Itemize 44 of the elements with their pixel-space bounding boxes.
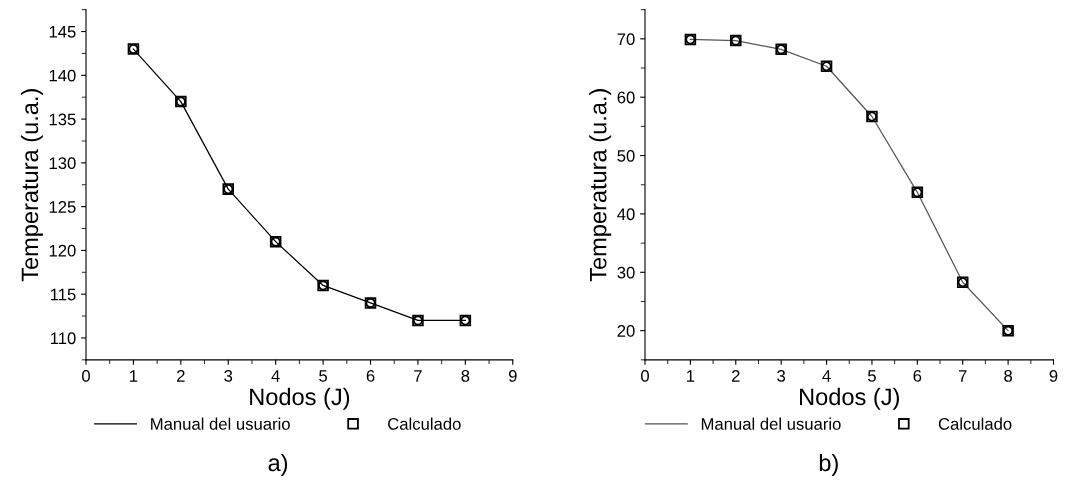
x-tick-label: 5 xyxy=(319,370,328,382)
x-tick-label: 7 xyxy=(414,370,422,382)
y-tick-label: 140 xyxy=(49,69,76,82)
x-tick-label: 4 xyxy=(822,370,831,382)
y-axis-title: Temperatura (u.a.) xyxy=(20,89,43,282)
y-tick-label: 130 xyxy=(49,157,76,170)
x-tick-label: 1 xyxy=(687,370,695,382)
y-tick-label: 125 xyxy=(49,201,76,213)
legend-label: Manual del usuario xyxy=(701,417,841,430)
x-tick-label: 3 xyxy=(777,370,786,382)
y-tick-label: 120 xyxy=(49,244,76,257)
x-tick-label: 9 xyxy=(1049,370,1058,382)
y-tick-label: 40 xyxy=(617,208,635,221)
x-tick-label: 1 xyxy=(130,370,138,382)
x-tick-label: 0 xyxy=(82,370,90,382)
y-axis-title: Temperatura (u.a.) xyxy=(589,89,612,282)
x-tick-label: 2 xyxy=(731,370,740,382)
x-axis-title: Nodos (J) xyxy=(250,387,350,410)
x-tick-label: 8 xyxy=(461,370,470,382)
x-axis-title: Nodos (J) xyxy=(800,387,899,410)
x-tick-label: 6 xyxy=(366,370,375,382)
legend-label: Calculado xyxy=(388,417,461,430)
y-tick-label: 145 xyxy=(49,26,76,38)
x-tick-label: 8 xyxy=(1004,370,1013,382)
y-tick-label: 60 xyxy=(617,91,635,104)
y-tick-label: 115 xyxy=(50,288,76,301)
x-tick-label: 0 xyxy=(641,370,649,382)
y-tick-label: 50 xyxy=(617,149,635,162)
x-tick-label: 2 xyxy=(177,370,185,382)
x-tick-label: 6 xyxy=(913,370,922,382)
legend-label: Manual del usuario xyxy=(151,417,290,430)
x-tick-label: 5 xyxy=(867,370,876,382)
x-tick-label: 9 xyxy=(508,370,517,382)
y-tick-label: 110 xyxy=(50,332,76,345)
y-tick-label: 20 xyxy=(617,325,635,337)
y-tick-label: 70 xyxy=(617,33,635,46)
legend-label: Calculado xyxy=(938,417,1012,430)
x-tick-label: 7 xyxy=(958,370,967,382)
x-tick-label: 4 xyxy=(271,370,280,382)
text: b) xyxy=(819,453,838,476)
x-tick-label: 3 xyxy=(224,370,233,382)
y-tick-label: 30 xyxy=(617,266,635,279)
y-tick-label: 135 xyxy=(49,113,76,126)
text: a) xyxy=(268,453,288,476)
